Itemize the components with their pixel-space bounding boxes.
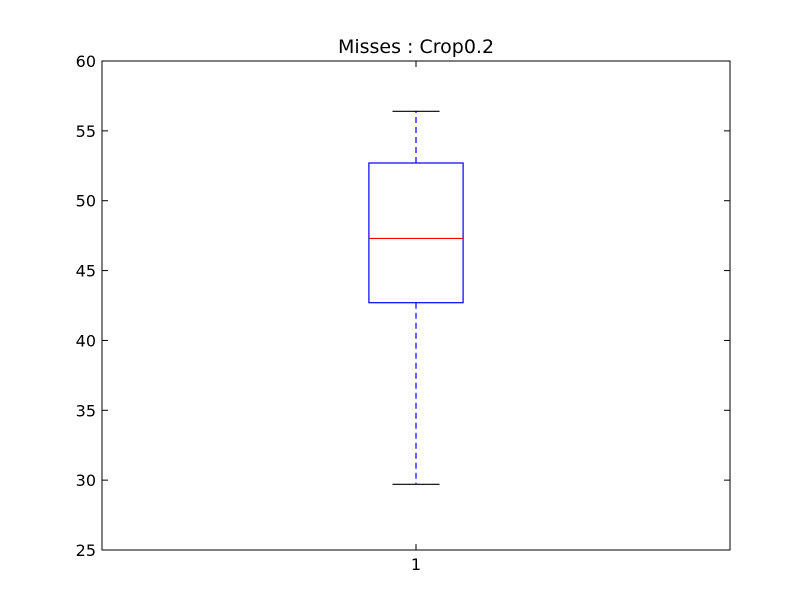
iqr-box <box>368 162 464 304</box>
y-tick-label: 55 <box>76 122 96 141</box>
y-tick-label: 45 <box>76 262 96 281</box>
chart-title: Misses : Crop0.2 <box>338 36 494 58</box>
y-tick-label: 60 <box>76 52 96 71</box>
x-axis-ticks: 1 <box>411 61 421 574</box>
y-tick-label: 40 <box>76 331 96 350</box>
y-axis-ticks: 25 30 35 40 45 50 55 60 <box>76 52 730 560</box>
box-series <box>368 110 464 485</box>
x-tick-label: 1 <box>411 555 421 574</box>
y-tick-label: 50 <box>76 192 96 211</box>
y-tick-label: 30 <box>76 471 96 490</box>
y-tick-label: 25 <box>76 541 96 560</box>
y-tick-label: 35 <box>76 401 96 420</box>
